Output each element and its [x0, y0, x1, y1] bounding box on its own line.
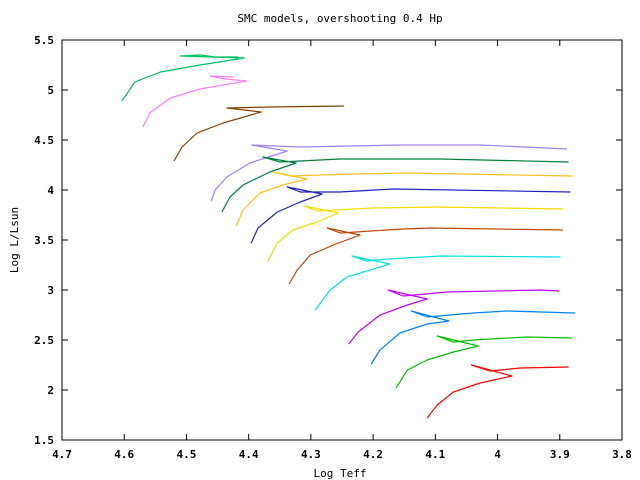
evolution-track-1 [121, 54, 245, 102]
y-tick-label: 2 [47, 384, 54, 397]
x-tick-label: 4.6 [114, 448, 134, 461]
x-tick-label: 4.7 [52, 448, 72, 461]
evolution-track-12 [370, 310, 576, 365]
evolution-track-2 [142, 75, 248, 128]
x-tick-label: 3.9 [550, 448, 570, 461]
x-axis-label: Log Teff [314, 467, 367, 480]
evolution-track-11 [348, 289, 560, 345]
y-tick-label: 4 [47, 184, 54, 197]
y-tick-label: 2.5 [34, 334, 54, 347]
evolution-track-3 [173, 105, 344, 162]
y-axis-label: Log L/Lsun [8, 207, 21, 273]
evolution-track-4 [210, 144, 568, 202]
y-tick-label: 5.5 [34, 34, 54, 47]
evolution-track-5 [221, 156, 569, 213]
x-tick-label: 4.2 [363, 448, 383, 461]
evolution-track-9 [288, 227, 563, 285]
y-tick-label: 5 [47, 84, 54, 97]
y-tick-label: 3.5 [34, 234, 54, 247]
x-tick-label: 4.1 [425, 448, 445, 461]
x-tick-label: 4 [494, 448, 501, 461]
x-tick-label: 4.4 [239, 448, 259, 461]
evolution-track-8 [267, 205, 563, 262]
x-tick-label: 3.8 [612, 448, 632, 461]
x-tick-label: 4.3 [301, 448, 321, 461]
tracks [121, 54, 576, 419]
evolution-track-10 [314, 255, 561, 311]
chart-title: SMC models, overshooting 0.4 Hp [237, 12, 442, 25]
y-tick-label: 1.5 [34, 434, 54, 447]
evolution-track-13 [395, 335, 573, 389]
x-tick-label: 4.5 [177, 448, 197, 461]
axis-ticks: 4.7 4.6 4.5 4.4 4.3 4.2 4.1 4 3.9 3.8 1.5 2 2.5 3 3.5 4… [34, 34, 632, 461]
plot-border [61, 39, 623, 441]
y-tick-label: 3 [47, 284, 54, 297]
evolution-track-6 [235, 171, 573, 227]
evolution-track-7 [250, 186, 571, 244]
evolution-track-14 [426, 364, 569, 419]
y-tick-label: 4.5 [34, 134, 54, 147]
